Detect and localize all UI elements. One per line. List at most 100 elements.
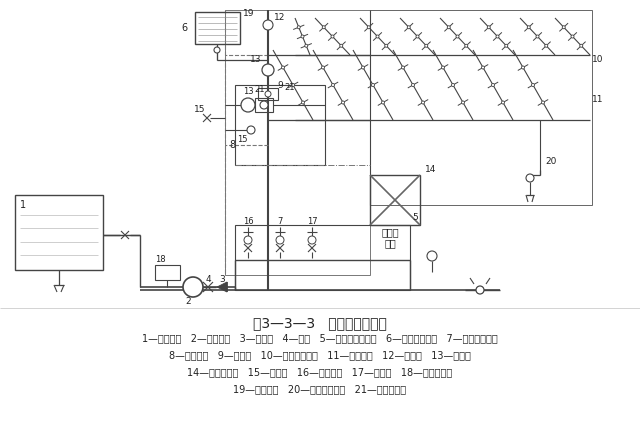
Text: 14: 14 (425, 165, 436, 175)
Text: 15: 15 (237, 136, 247, 145)
Text: 7: 7 (277, 218, 283, 226)
Circle shape (481, 66, 484, 69)
Text: 8—配水干管   9—配水管   10—闭式洒水喷头   11—配水支管   12—排气阀   13—电动阀: 8—配水干管 9—配水管 10—闭式洒水喷头 11—配水支管 12—排气阀 13… (169, 350, 471, 360)
Circle shape (407, 26, 410, 29)
Circle shape (262, 64, 274, 76)
Circle shape (276, 236, 284, 244)
Text: 19—流量开关   20—末端试水装置   21—水流指示器: 19—流量开关 20—末端试水装置 21—水流指示器 (234, 384, 406, 394)
Bar (258, 88, 278, 100)
Circle shape (376, 35, 379, 38)
Text: 1—消防水池   2—消防水泵   3—止回阀   4—闸阀   5—消防水泵接合器   6—高位消防水箱   7—干式报警阀组: 1—消防水池 2—消防水泵 3—止回阀 4—闸阀 5—消防水泵接合器 6—高位消… (142, 333, 498, 343)
Text: 设备: 设备 (384, 238, 396, 248)
Circle shape (342, 101, 344, 104)
Text: 13: 13 (250, 56, 262, 64)
Text: 11: 11 (592, 95, 604, 104)
Circle shape (323, 26, 325, 29)
Circle shape (461, 101, 465, 104)
Bar (370, 175, 420, 225)
Bar (155, 265, 180, 280)
Text: 1: 1 (20, 200, 26, 210)
Circle shape (487, 26, 490, 29)
Text: 2: 2 (185, 296, 191, 306)
Text: 19: 19 (243, 9, 255, 19)
Polygon shape (217, 282, 227, 292)
Text: 6: 6 (181, 23, 187, 33)
Circle shape (301, 35, 304, 38)
Circle shape (526, 174, 534, 182)
Circle shape (362, 66, 365, 69)
Text: 17: 17 (307, 218, 317, 226)
Text: 15: 15 (195, 106, 205, 114)
Circle shape (367, 26, 371, 29)
Circle shape (371, 84, 374, 86)
Text: 5: 5 (412, 214, 418, 223)
Circle shape (522, 66, 525, 69)
Circle shape (297, 26, 300, 29)
Circle shape (385, 44, 388, 47)
Circle shape (241, 98, 255, 112)
Text: 图3—3—3   干式系统示意图: 图3—3—3 干式系统示意图 (253, 316, 387, 330)
Circle shape (305, 44, 308, 47)
Circle shape (416, 35, 419, 38)
Text: 8: 8 (229, 140, 235, 150)
Circle shape (340, 44, 343, 47)
Text: 14—报警控制器   15—泄水阀   16—压力开关   17—信号阀   18—水泵控制柜: 14—报警控制器 15—泄水阀 16—压力开关 17—信号阀 18—水泵控制柜 (188, 367, 452, 377)
Circle shape (427, 251, 437, 261)
Circle shape (447, 26, 451, 29)
Circle shape (492, 84, 495, 86)
Circle shape (260, 101, 268, 109)
Circle shape (291, 84, 294, 86)
Circle shape (442, 66, 445, 69)
Bar (225, 10, 370, 275)
Bar (370, 10, 592, 205)
Circle shape (247, 126, 255, 134)
Text: 9: 9 (277, 81, 283, 89)
Bar (15, 195, 103, 270)
Circle shape (502, 101, 504, 104)
Circle shape (527, 26, 531, 29)
Text: 21: 21 (284, 84, 294, 92)
Circle shape (580, 44, 583, 47)
Text: 3: 3 (219, 274, 225, 284)
Circle shape (541, 101, 545, 104)
Bar (195, 12, 240, 44)
Circle shape (422, 101, 424, 104)
Text: 16: 16 (243, 218, 253, 226)
Circle shape (282, 66, 285, 69)
Text: 10: 10 (592, 56, 604, 64)
Circle shape (571, 35, 574, 38)
Circle shape (183, 277, 203, 297)
Circle shape (531, 84, 534, 86)
Circle shape (321, 66, 324, 69)
Circle shape (563, 26, 565, 29)
Circle shape (465, 44, 468, 47)
Bar (255, 98, 273, 112)
Circle shape (381, 101, 385, 104)
Circle shape (308, 236, 316, 244)
Circle shape (331, 35, 334, 38)
Text: 21: 21 (255, 86, 265, 95)
Text: 13: 13 (243, 87, 253, 97)
Circle shape (545, 44, 548, 47)
Circle shape (451, 84, 454, 86)
Circle shape (244, 236, 252, 244)
Circle shape (332, 84, 335, 86)
Text: 12: 12 (275, 14, 285, 22)
Bar (235, 85, 325, 165)
Circle shape (476, 286, 484, 294)
Circle shape (425, 44, 428, 47)
Circle shape (214, 47, 220, 53)
Circle shape (401, 66, 404, 69)
Circle shape (412, 84, 415, 86)
Circle shape (265, 91, 271, 97)
Bar (235, 225, 410, 290)
Circle shape (456, 35, 459, 38)
Circle shape (301, 101, 305, 104)
Circle shape (263, 20, 273, 30)
Text: 4: 4 (205, 274, 211, 284)
Text: 接充气: 接充气 (381, 227, 399, 237)
Text: 18: 18 (155, 256, 166, 265)
Text: 20: 20 (545, 157, 556, 167)
Circle shape (505, 44, 508, 47)
Circle shape (536, 35, 539, 38)
